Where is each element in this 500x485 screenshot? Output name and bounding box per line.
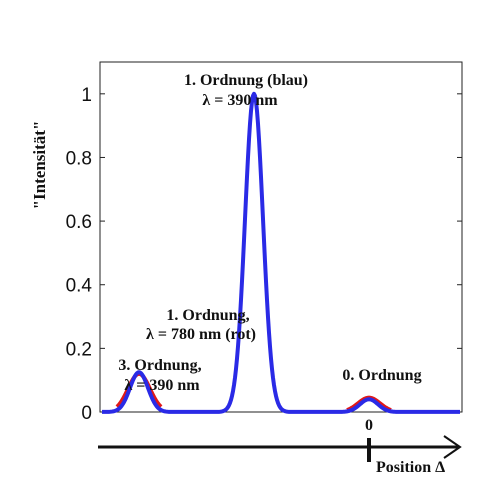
position-zero-label: 0 [365, 417, 373, 434]
y-tick-label: 1 [81, 85, 92, 106]
series-blau-line [101, 91, 461, 414]
annotation-0-ordnung: 0. Ordnung [342, 367, 421, 384]
y-tick-label: 0.8 [66, 148, 92, 169]
annotation-lambda-390-a: λ = 390 nm [202, 92, 278, 109]
y-tick-label: 0.4 [66, 276, 93, 297]
position-axis-arrowhead [443, 435, 462, 459]
position-axis-label: Position Δ [376, 459, 445, 476]
annotation-1-ordnung-rot: 1. Ordnung, [166, 307, 249, 324]
annotation-3-ordnung: 3. Ordnung, [118, 357, 201, 374]
y-tick-label: 0.2 [66, 339, 92, 360]
y-tick-label: 0 [81, 403, 92, 424]
y-axis-label: "Intensität" [30, 121, 49, 210]
annotation-1-ordnung-blau: 1. Ordnung (blau) [184, 72, 308, 89]
y-axis-ticks: 0 0.2 0.4 0.6 0.8 1 [66, 85, 462, 424]
annotation-lambda-780: λ = 780 nm (rot) [146, 326, 256, 343]
annotation-lambda-390-b: λ = 390 nm [124, 377, 200, 394]
plot-frame [99, 61, 463, 413]
y-tick-label: 0.6 [66, 212, 92, 233]
